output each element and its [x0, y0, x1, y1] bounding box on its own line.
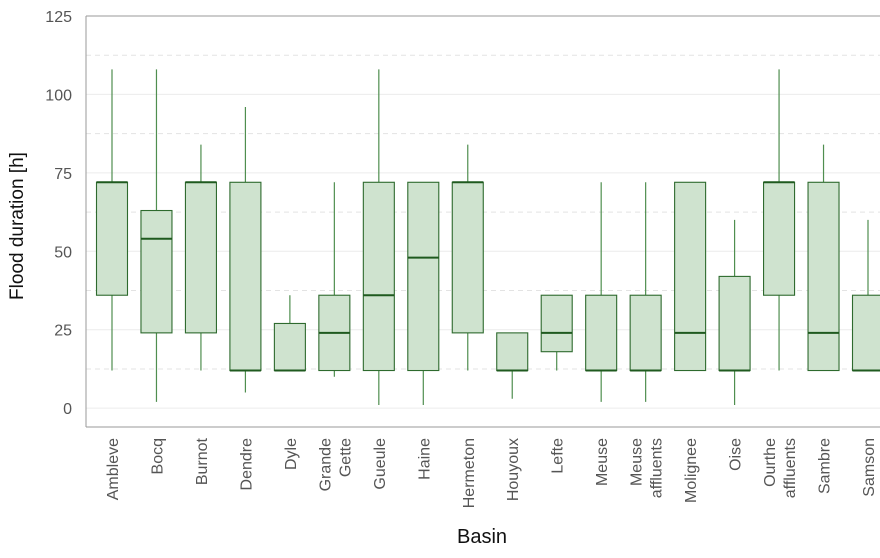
- y-tick-label: 25: [54, 323, 72, 340]
- y-tick-label: 100: [45, 87, 72, 104]
- y-tick-label: 0: [63, 401, 72, 418]
- x-tick-label: Bocq: [149, 438, 166, 474]
- box-iqr: [853, 295, 880, 370]
- box-iqr: [363, 182, 394, 370]
- x-tick-label: Samson: [861, 438, 878, 497]
- y-tick-label: 125: [45, 9, 72, 26]
- x-tick-label: Lefte: [550, 438, 567, 474]
- x-tick-label: Gette: [337, 438, 354, 477]
- x-tick-label: Meuse: [629, 438, 646, 486]
- x-tick-label: Dendre: [238, 438, 255, 491]
- box-iqr: [452, 182, 483, 333]
- boxes-layer: [97, 69, 880, 405]
- x-tick-label: Ourthe: [762, 438, 779, 487]
- box-iqr: [541, 295, 572, 351]
- x-tick-label: Oise: [728, 438, 745, 471]
- y-tick-label: 75: [54, 166, 72, 183]
- box-iqr: [497, 333, 528, 371]
- box-iqr: [586, 295, 617, 370]
- x-tick-label: Houyoux: [505, 438, 522, 501]
- x-tick-label: Haine: [416, 438, 433, 480]
- box-iqr: [141, 211, 172, 333]
- box-iqr: [764, 182, 795, 295]
- box-iqr: [97, 182, 128, 295]
- x-tick-label: Burnot: [194, 437, 211, 485]
- box-iqr: [230, 182, 261, 370]
- box-iqr: [274, 323, 305, 370]
- x-tick-label: Hermeton: [461, 438, 478, 508]
- y-axis-label: Flood duration [h]: [7, 152, 28, 300]
- x-tick-label: Grande: [317, 438, 334, 491]
- x-tick-label: Meuse: [594, 438, 611, 486]
- x-tick-label: Gueule: [372, 438, 389, 490]
- x-tick-label: affluents: [649, 438, 666, 498]
- box-iqr: [185, 182, 216, 333]
- x-tick-label: Dyle: [283, 438, 300, 470]
- box-iqr: [808, 182, 839, 370]
- x-tick-label: Molignee: [683, 438, 700, 503]
- x-tick-label: affluents: [782, 438, 799, 498]
- x-axis-label: Basin: [457, 526, 507, 548]
- box-iqr: [630, 295, 661, 370]
- box-iqr: [675, 182, 706, 370]
- y-tick-label: 50: [54, 244, 72, 261]
- x-tick-label: Sambre: [817, 438, 834, 494]
- box-iqr: [408, 182, 439, 370]
- box-iqr: [719, 276, 750, 370]
- x-tick-label: Ambleve: [105, 438, 122, 500]
